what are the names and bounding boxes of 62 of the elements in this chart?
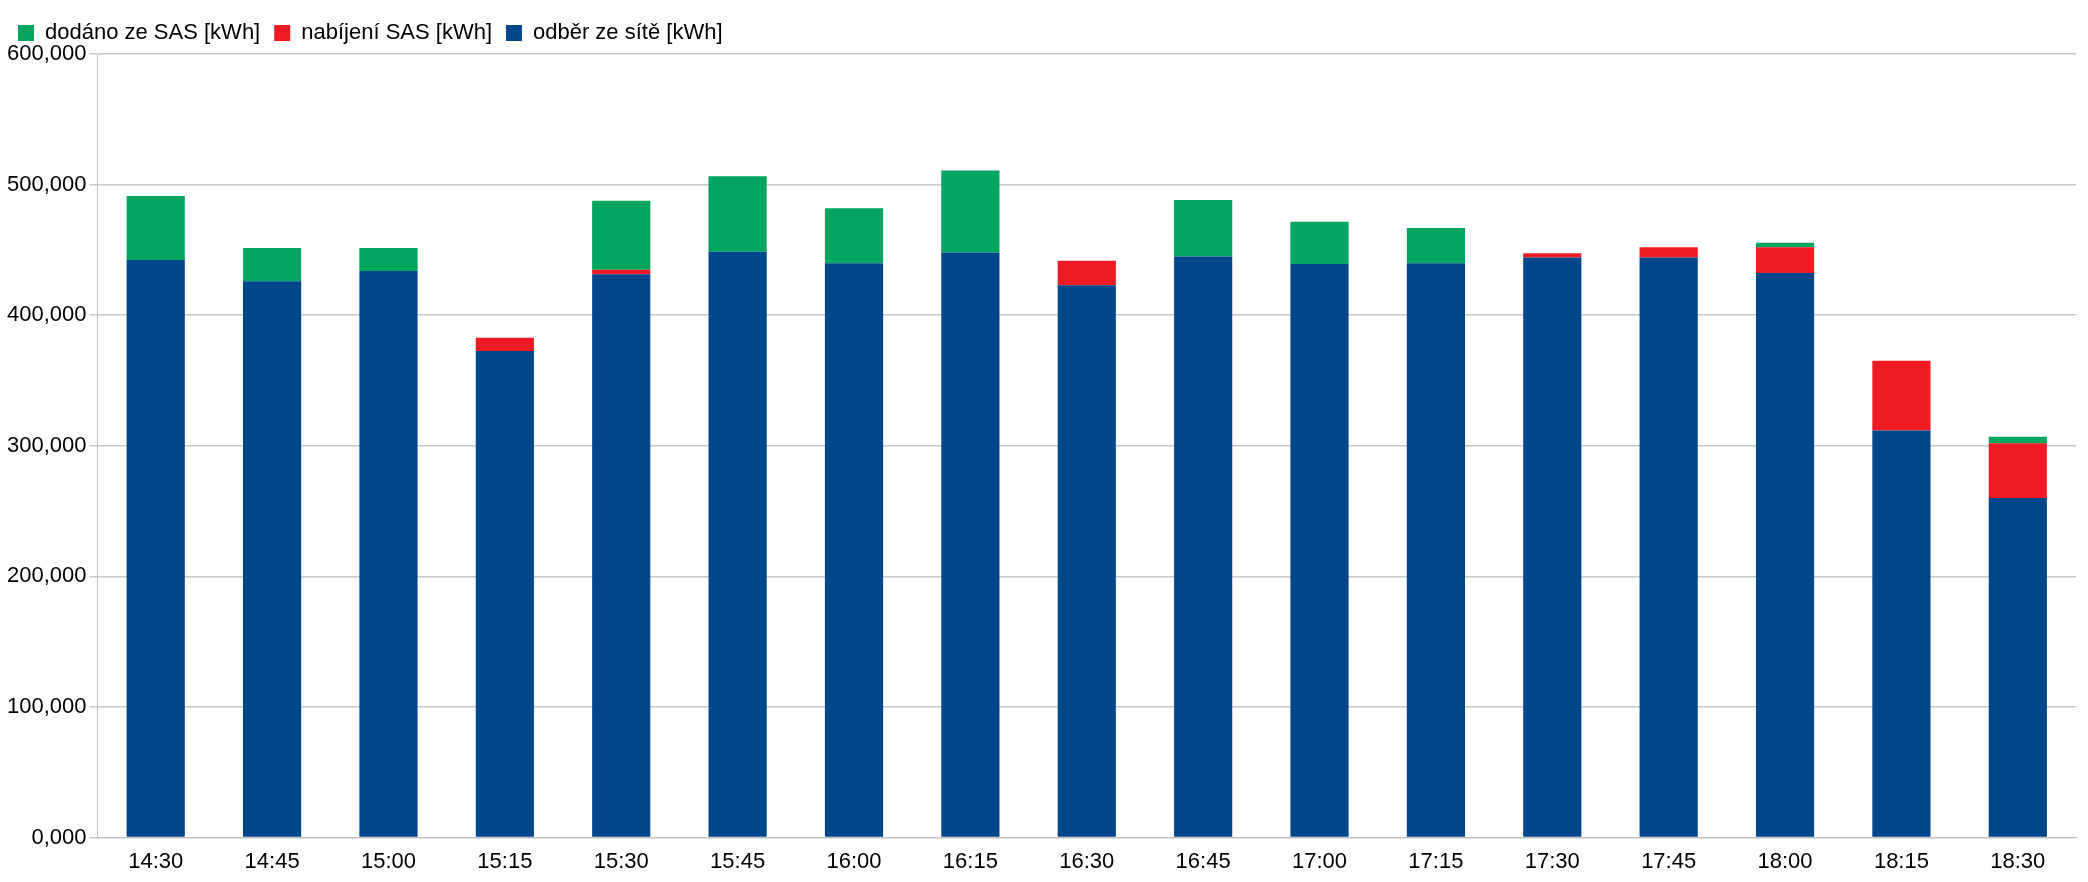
bar [1290, 221, 1349, 265]
bar [1755, 247, 1815, 273]
bar [243, 281, 302, 837]
bar [1639, 247, 1698, 258]
bar [1406, 263, 1465, 837]
bar [592, 274, 651, 837]
x-tick-label: 16:00 [826, 847, 882, 873]
x-tick-label: 15:15 [477, 847, 533, 873]
bar [1755, 242, 1815, 248]
legend-label: nabíjení SAS [kWh] [301, 19, 492, 45]
bar [1290, 264, 1349, 837]
bar [1523, 257, 1582, 837]
x-tick-label: 14:45 [244, 847, 300, 873]
bar [592, 200, 651, 270]
bar [1872, 430, 1931, 837]
bar [475, 337, 534, 352]
bar [708, 176, 767, 252]
x-tick-label: 17:30 [1524, 847, 1580, 873]
bar [1988, 498, 2047, 837]
bar [359, 247, 418, 272]
x-tick-label: 18:30 [1990, 847, 2046, 873]
bar [1057, 260, 1116, 286]
bar [941, 252, 1000, 837]
bar [1406, 228, 1465, 264]
y-tick-label: 500,000 [6, 170, 87, 196]
x-tick-label: 16:45 [1175, 847, 1231, 873]
x-tick-label: 18:15 [1873, 847, 1929, 873]
x-tick-label: 16:30 [1059, 847, 1115, 873]
x-tick-label: 14:30 [128, 847, 184, 873]
bar [1872, 360, 1931, 431]
x-tick-label: 15:00 [360, 847, 417, 873]
y-tick-label: 400,000 [6, 301, 87, 327]
bar [1057, 285, 1116, 837]
bar [243, 247, 302, 282]
bar [1988, 436, 2047, 444]
bar [824, 208, 884, 264]
y-tick-label: 200,000 [6, 562, 87, 588]
x-tick-label: 17:15 [1408, 847, 1464, 873]
x-tick-label: 17:45 [1641, 847, 1697, 873]
x-tick-label: 16:15 [942, 847, 998, 873]
x-tick-label: 15:45 [710, 847, 766, 873]
bar [941, 170, 1000, 253]
y-tick-label: 100,000 [6, 693, 87, 719]
bar [592, 269, 651, 275]
bar [1755, 272, 1815, 837]
bar [824, 263, 884, 837]
bar [1988, 443, 2047, 499]
y-tick-label: 300,000 [6, 431, 87, 457]
bar [1523, 253, 1582, 258]
bar [708, 251, 767, 837]
bar [475, 351, 534, 837]
bar [1174, 200, 1233, 257]
bar [1639, 257, 1698, 837]
bar [1174, 256, 1233, 837]
x-tick-label: 18:00 [1757, 847, 1813, 873]
x-tick-label: 17:00 [1291, 847, 1348, 873]
bar [126, 196, 185, 261]
y-tick-label: 0,000 [31, 823, 87, 849]
x-tick-label: 15:30 [593, 847, 649, 873]
bar [359, 271, 418, 837]
legend-label: odběr ze sítě [kWh] [532, 19, 723, 45]
bar [126, 260, 185, 837]
